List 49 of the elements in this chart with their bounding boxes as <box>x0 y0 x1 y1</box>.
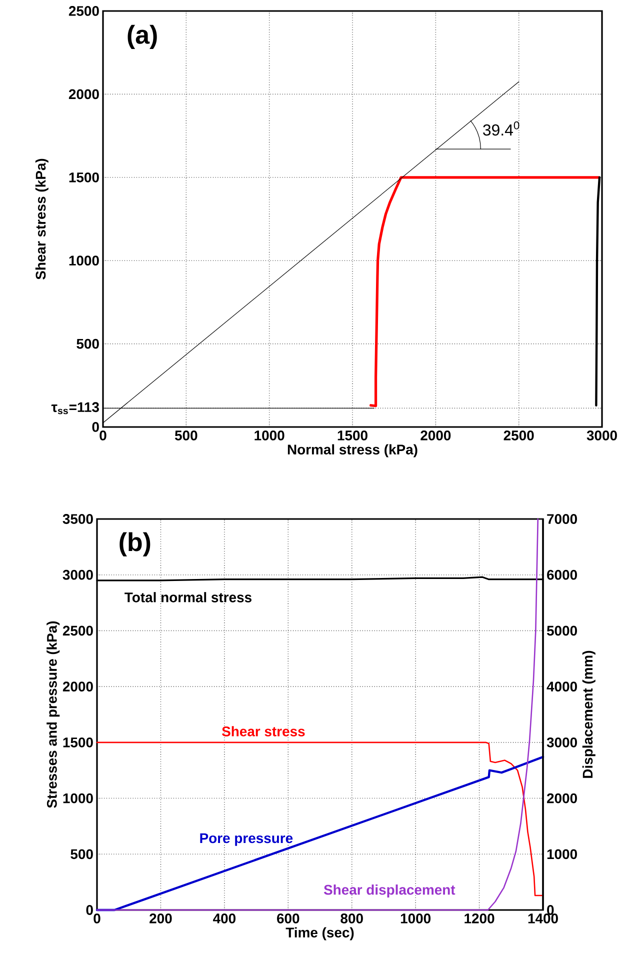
x-tick-label: 0 <box>100 430 106 440</box>
y-tick-label: 3000 <box>62 570 93 580</box>
y-tick-label: τ$_{ss}$=113 <box>51 402 99 414</box>
y2-tick-label: 1000 <box>547 849 577 860</box>
y2-tick-label: 5000 <box>546 626 577 636</box>
x-tick-label: 2000 <box>420 430 451 440</box>
y-tick-label: 1000 <box>63 793 93 804</box>
y2-axis-title: Displacement (mm) <box>582 650 596 778</box>
y2-tick-label: 2000 <box>547 793 577 804</box>
x-tick-label: 200 <box>150 914 172 924</box>
series-label: Shear stress <box>222 726 305 736</box>
x-tick-label: 3000 <box>586 430 617 440</box>
y-tick-label: 500 <box>76 338 99 349</box>
x-axis-title: Time (sec) <box>286 927 354 940</box>
y2-tick-label: 3000 <box>546 737 577 748</box>
y-tick-label: 2000 <box>68 89 99 100</box>
x-tick-label: 1200 <box>464 914 494 924</box>
y-axis-title: Stresses and pressure (kPa) <box>46 621 60 808</box>
series-label: Pore pressure <box>200 833 293 846</box>
series-label: Shear displacement <box>324 884 456 898</box>
y-tick-label: 1500 <box>69 172 99 182</box>
x-tick-label: 500 <box>174 430 198 440</box>
annotation: 39.4$^{0}$ <box>483 121 520 136</box>
annotation: (b) <box>120 532 150 556</box>
x-axis-title: Normal stress (kPa) <box>288 444 418 458</box>
series-label: Total normal stress <box>124 592 252 602</box>
x-tick-label: 600 <box>277 914 300 924</box>
y-tick-label: 500 <box>70 849 93 860</box>
x-tick-label: 1000 <box>400 914 431 924</box>
y-tick-label: 1500 <box>63 737 93 748</box>
y-axis-title: Shear stress (kPa) <box>35 158 48 280</box>
y-tick-label: 0 <box>86 905 93 915</box>
y-tick-label: 2000 <box>62 682 93 692</box>
x-tick-label: 1500 <box>338 430 368 440</box>
annotation: (a) <box>128 24 157 50</box>
y-tick-label: 2500 <box>62 626 93 636</box>
x-tick-label: 1400 <box>528 914 558 924</box>
x-tick-label: 800 <box>340 914 363 924</box>
y-tick-label: 3500 <box>62 514 93 524</box>
y-tick-label: 0 <box>92 422 99 432</box>
y2-tick-label: 0 <box>547 905 554 915</box>
x-tick-label: 2500 <box>504 430 534 440</box>
y2-tick-label: 6000 <box>547 570 577 580</box>
y-tick-label: 1000 <box>69 256 99 266</box>
x-tick-label: 1000 <box>254 430 284 440</box>
y-tick-label: 2500 <box>68 6 99 16</box>
x-tick-label: 400 <box>213 914 236 924</box>
y2-tick-label: 4000 <box>546 682 577 692</box>
y2-tick-label: 7000 <box>547 514 577 524</box>
